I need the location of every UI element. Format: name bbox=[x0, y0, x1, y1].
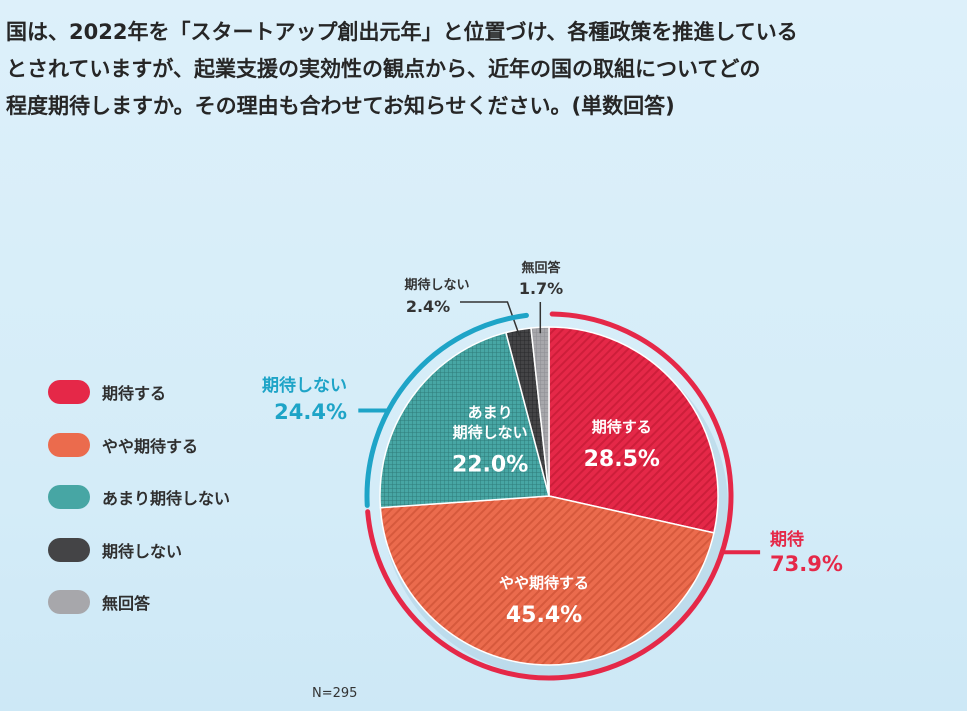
pie-slice bbox=[548, 326, 719, 534]
group-ring-expect bbox=[365, 311, 734, 681]
question-line-2: とされていますが、起業支援の実効性の観点から、近年の国の取組についてどの bbox=[6, 57, 761, 81]
group-value: 73.9% bbox=[770, 552, 843, 576]
group-label: 期待 bbox=[770, 529, 804, 550]
legend-swatch bbox=[48, 380, 90, 405]
question-line-1: 国は、2022年を「スタートアップ創出元年」と位置づけ、各種政策を推進している bbox=[6, 20, 798, 44]
legend-item: やや期待する bbox=[48, 419, 230, 472]
pie-slice bbox=[379, 495, 715, 666]
leader-line bbox=[460, 301, 521, 336]
legend-item: あまり期待しない bbox=[48, 471, 230, 524]
legend-item: 無回答 bbox=[48, 576, 230, 629]
legend-label: 期待しない bbox=[102, 541, 183, 561]
legend-item: 期待しない bbox=[48, 524, 230, 577]
slice-value: 45.4% bbox=[506, 603, 582, 628]
legend-swatch bbox=[48, 432, 90, 457]
small-slice-value: 1.7% bbox=[519, 279, 563, 298]
legend-label: やや期待する bbox=[102, 436, 199, 456]
legend-item: 期待する bbox=[48, 366, 230, 419]
slice-label: やや期待する bbox=[499, 574, 589, 592]
small-slice-value: 2.4% bbox=[406, 297, 450, 316]
question-line-3: 程度期待しますか。その理由も合わせてお知らせください。(単数回答) bbox=[6, 94, 675, 118]
legend-label: あまり期待しない bbox=[102, 489, 231, 509]
slice-label: あまり bbox=[468, 404, 513, 422]
legend: 期待する やや期待する あまり期待しない 期待しない 無回答 bbox=[48, 366, 230, 629]
slice-value: 22.0% bbox=[452, 453, 528, 478]
slice-label: 期待する bbox=[592, 418, 652, 436]
group-label: 期待しない bbox=[262, 375, 347, 396]
sample-size-note: N=295 bbox=[312, 686, 358, 701]
legend-swatch bbox=[48, 537, 90, 562]
pie-slice bbox=[379, 331, 550, 509]
legend-swatch bbox=[48, 590, 90, 615]
slice-value: 28.5% bbox=[584, 447, 660, 472]
legend-label: 期待する bbox=[102, 384, 167, 404]
question-text: 国は、2022年を「スタートアップ創出元年」と位置づけ、各種政策を推進している … bbox=[6, 14, 956, 125]
small-slice-label: 無回答 bbox=[521, 260, 561, 276]
group-ring-not-expect bbox=[364, 312, 529, 508]
legend-swatch bbox=[48, 485, 90, 510]
legend-label: 無回答 bbox=[102, 594, 151, 614]
small-slice-label: 期待しない bbox=[404, 277, 469, 293]
group-value: 24.4% bbox=[274, 400, 347, 424]
slice-label: 期待しない bbox=[453, 424, 528, 442]
